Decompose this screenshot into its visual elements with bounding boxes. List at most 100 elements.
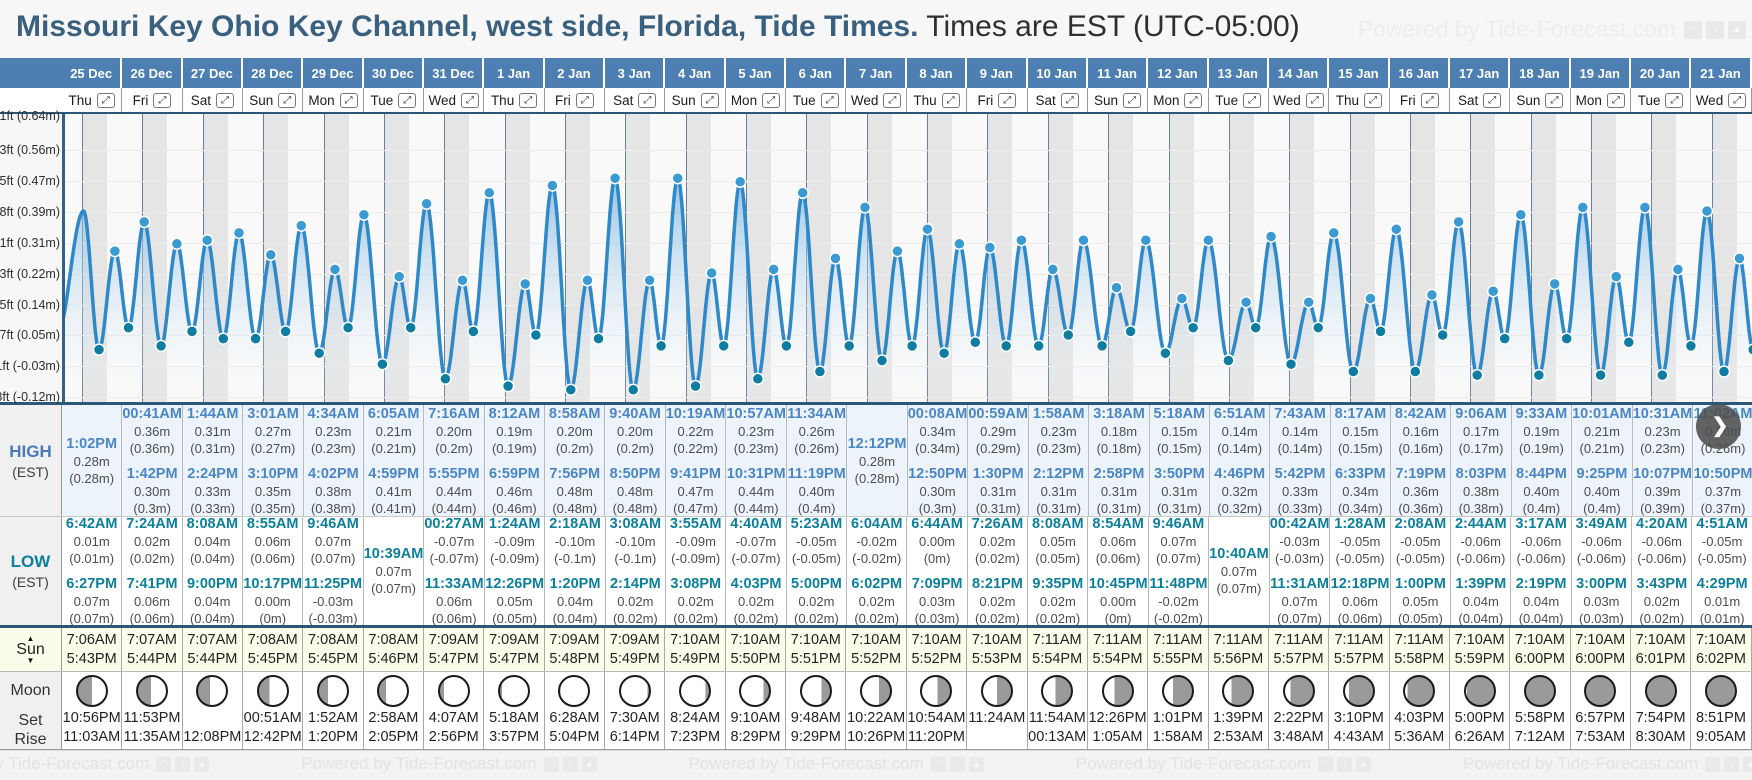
low-tide-dot <box>1470 368 1484 382</box>
moon-row-labels: Moon Set Rise <box>0 672 62 749</box>
moon-cell: 8:51PM 9:05AM <box>1691 672 1752 749</box>
high-tide-dot <box>1733 252 1746 265</box>
sun-times-cell: 7:08AM 5:46PM <box>363 628 425 671</box>
tide-entry: 9:41PM 0.47m (0.47m) <box>670 465 721 517</box>
expand-day-icon[interactable]: ⤢ <box>278 92 297 108</box>
expand-day-icon[interactable]: ⤢ <box>215 92 234 108</box>
expand-day-icon[interactable]: ⤢ <box>762 92 781 108</box>
tide-height: -0.07m <box>735 534 777 549</box>
tide-height-m: (0.02m) <box>673 611 719 625</box>
tide-height-m: (0.31m) <box>1156 500 1202 516</box>
tide-height-m: (0m) <box>1104 611 1132 625</box>
moonrise-time: 11:20PM <box>908 729 965 745</box>
expand-day-icon[interactable]: ⤢ <box>1606 92 1625 108</box>
expand-day-icon[interactable]: ⤢ <box>153 92 172 108</box>
high-tide-dot <box>420 197 433 210</box>
tide-height: 0.02m <box>979 594 1016 609</box>
expand-day-icon[interactable]: ⤢ <box>96 92 115 108</box>
tide-height: 0.02m <box>1643 594 1680 609</box>
expand-day-icon[interactable]: ⤢ <box>398 92 417 108</box>
expand-day-icon[interactable]: ⤢ <box>1184 92 1203 108</box>
tide-time: 12:12PM <box>847 435 907 452</box>
expand-day-icon[interactable]: ⤢ <box>1243 92 1262 108</box>
tide-time: 8:08AM <box>186 517 239 532</box>
date-header-cell: 17 Jan <box>1450 58 1511 88</box>
low-tide-dot <box>376 357 389 371</box>
tide-entry: 6:05AM 0.21m (0.21m) <box>368 405 420 457</box>
high-tide-dot <box>1046 263 1060 276</box>
tide-height: 0.31m <box>980 483 1017 499</box>
low-tide-dot <box>279 325 292 338</box>
moon-cell: 6:57PM 7:53AM <box>1570 672 1631 749</box>
tide-height: 0.01m <box>1704 594 1741 609</box>
tide-height: 0.35m <box>254 483 292 499</box>
tide-height-m: (-0.02m) <box>852 551 902 566</box>
expand-day-icon[interactable]: ⤢ <box>1728 92 1747 108</box>
mountain-icon: ▲ <box>1356 756 1372 772</box>
expand-day-icon[interactable]: ⤢ <box>1123 92 1142 108</box>
tide-height-m: (-0.06m) <box>1456 551 1506 566</box>
tide-entry: 6:42AM 0.01m (0.01m) <box>66 517 118 567</box>
tide-entry: 10:31PM 0.44m (0.44m) <box>727 465 786 517</box>
tide-height-m: (0.03m) <box>914 611 960 625</box>
tide-height-m: (0.05m) <box>1035 551 1081 566</box>
moonset-time: 2:58AM <box>368 710 419 726</box>
tide-entry: 8:55AM 0.06m (0.06m) <box>247 517 299 567</box>
next-period-button[interactable]: ❯ <box>1696 404 1741 449</box>
sunrise-time: 7:10AM <box>670 632 721 648</box>
expand-day-icon[interactable]: ⤢ <box>820 92 839 108</box>
tide-time: 12:18PM <box>1330 576 1390 592</box>
moonrise-time: 7:53AM <box>1575 729 1626 745</box>
high-tide-cell: 10:19AM 0.22m (0.22m) 9:41PM 0.47m (0.47m) <box>665 405 727 517</box>
expand-day-icon[interactable]: ⤢ <box>519 92 538 108</box>
tide-height: 0.18m <box>1100 423 1138 439</box>
moonset-time: 7:54PM <box>1635 710 1686 726</box>
y-axis-tick-label: -0.38ft (-0.12m) <box>0 390 60 404</box>
expand-day-icon[interactable]: ⤢ <box>575 92 594 108</box>
tide-entry: 8:21PM 0.02m (0.02m) <box>972 575 1023 625</box>
low-tide-dot <box>1095 339 1109 353</box>
expand-day-icon[interactable]: ⤢ <box>1060 92 1079 108</box>
tide-entry: 5:23AM -0.05m (-0.05m) <box>791 517 843 567</box>
tide-height-m: (0.23m) <box>1036 440 1082 456</box>
tide-time: 3:00PM <box>1576 576 1627 592</box>
tide-time: 8:08AM <box>1031 517 1084 532</box>
expand-day-icon[interactable]: ⤢ <box>460 92 479 108</box>
weekday-cell: Sat ⤢ <box>1027 88 1088 112</box>
tide-height: 0.32m <box>1221 483 1258 499</box>
expand-day-icon[interactable]: ⤢ <box>1483 92 1502 108</box>
weekday-cell: Mon ⤢ <box>725 88 787 112</box>
expand-day-icon[interactable]: ⤢ <box>1364 92 1383 108</box>
tide-height: 0.05m <box>1402 594 1439 609</box>
expand-day-icon[interactable]: ⤢ <box>1305 92 1324 108</box>
tide-height-m: (-0.07m) <box>731 551 781 566</box>
high-tide-dot <box>858 201 872 214</box>
sun-times-cell: 7:06AM 5:43PM <box>62 628 123 671</box>
expand-day-icon[interactable]: ⤢ <box>638 92 657 108</box>
low-tide-dot <box>341 321 355 334</box>
expand-day-icon[interactable]: ⤢ <box>700 92 719 108</box>
high-tide-cell: 9:33AM 0.19m (0.19m) 8:44PM 0.40m (0.4m) <box>1511 405 1573 516</box>
tide-time: 10:50PM <box>1693 465 1752 482</box>
expand-day-icon[interactable]: ⤢ <box>883 92 902 108</box>
sun-times-cell: 7:10AM 5:49PM <box>665 628 726 671</box>
expand-day-icon[interactable]: ⤢ <box>339 92 358 108</box>
date-header-row: 25 Dec 26 Dec 27 Dec 28 Dec 29 Dec 30 Dec 31 D… <box>0 58 1752 88</box>
tide-time: 1:44AM <box>186 405 239 422</box>
tide-time: 00:27AM <box>424 517 484 532</box>
expand-day-icon[interactable]: ⤢ <box>998 92 1017 108</box>
moon-cell: 11:54AM 00:13AM <box>1027 672 1088 749</box>
tide-time: 3:50PM <box>1153 465 1205 482</box>
low-tide-cell: 6:42AM 0.01m (0.01m) 6:27PM 0.07m (0.07m) <box>62 517 123 625</box>
moonrise-time: 2:05PM <box>368 729 419 745</box>
sun-times-cell: 7:10AM 5:52PM <box>906 628 968 671</box>
tide-height: 0.23m <box>1644 423 1681 439</box>
high-tide-cell: 00:59AM 0.29m (0.29m) 1:30PM 0.31m (0.31m) <box>968 405 1029 516</box>
expand-day-icon[interactable]: ⤢ <box>1665 92 1684 108</box>
expand-day-icon[interactable]: ⤢ <box>941 92 960 108</box>
expand-day-icon[interactable]: ⤢ <box>1420 92 1439 108</box>
tide-entry: 9:35PM 0.02m (0.02m) <box>1032 575 1083 625</box>
tide-height: -0.07m <box>433 534 475 549</box>
expand-day-icon[interactable]: ⤢ <box>1545 92 1564 108</box>
tide-height-m: (0.23m) <box>733 440 779 456</box>
